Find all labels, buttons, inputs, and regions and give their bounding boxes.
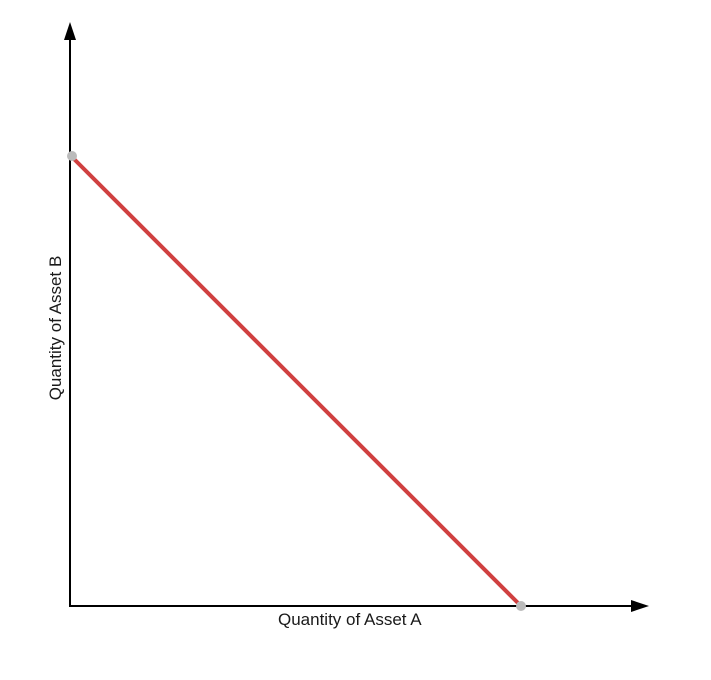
y-axis-arrowhead xyxy=(64,22,76,40)
x-axis-arrowhead xyxy=(631,600,649,612)
y-intercept-point xyxy=(67,151,77,161)
y-axis-label: Quantity of Asset B xyxy=(46,255,65,401)
x-axis-label: Quantity of Asset A xyxy=(278,610,422,629)
x-intercept-point xyxy=(516,601,526,611)
budget-line xyxy=(69,154,523,608)
